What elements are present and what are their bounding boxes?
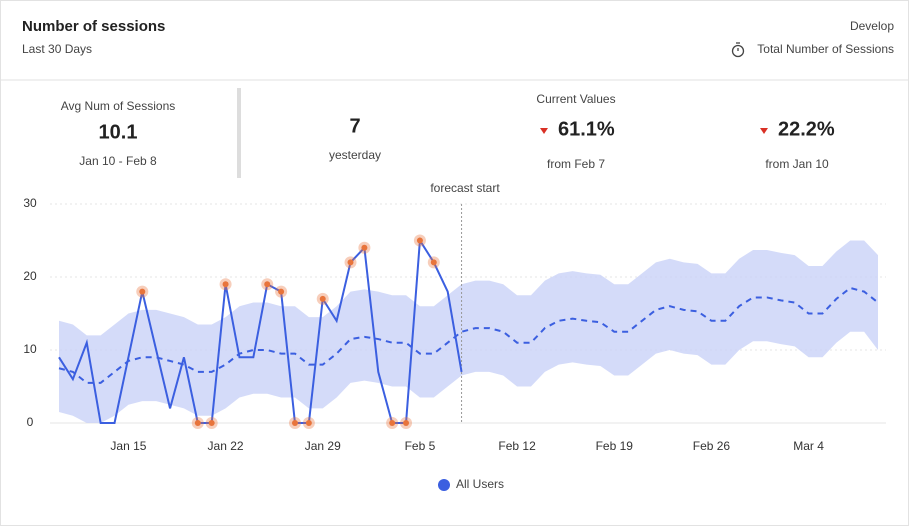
separator: [237, 88, 241, 178]
anomaly-point: [291, 420, 298, 426]
x-tick-label: Feb 5: [405, 439, 436, 453]
y-tick-label: 20: [23, 269, 37, 283]
x-tick-label: Feb 26: [693, 439, 731, 453]
stat-range: Jan 10 - Feb 8: [79, 154, 157, 168]
y-tick-label: 0: [27, 415, 34, 429]
down-arrow: [540, 128, 548, 134]
legend-swatch: [438, 479, 450, 491]
x-tick-label: Jan 15: [110, 439, 146, 453]
anomaly-point: [416, 237, 423, 244]
stat-label: from Feb 7: [547, 157, 605, 171]
legend-label[interactable]: All Users: [456, 477, 504, 491]
anomaly-point: [222, 281, 229, 288]
forecast-line: [58, 286, 879, 384]
title: Number of sessions: [22, 18, 165, 35]
anomaly-point: [305, 420, 312, 426]
stat-value: 22.2%: [778, 118, 835, 140]
x-tick-label: Feb 12: [498, 439, 536, 453]
anomaly-point: [194, 420, 201, 426]
x-tick-label: Feb 19: [596, 439, 634, 453]
forecast-band: [59, 240, 878, 423]
annotation: forecast start: [430, 181, 500, 195]
x-tick-label: Jan 22: [208, 439, 244, 453]
subtitle: Last 30 Days: [22, 42, 92, 56]
anomaly-point: [347, 259, 354, 266]
anomaly-point: [403, 420, 410, 426]
plot: 0 10 20 30 Jan 15 Jan 22 Jan 29 Feb 5 Feb 12 Feb …: [23, 196, 886, 453]
anomaly-point: [319, 295, 326, 302]
stat-value: 10.1: [99, 121, 138, 143]
stat-label: from Jan 10: [765, 157, 829, 171]
stopwatch-icon: [731, 42, 745, 58]
anomaly-point: [139, 288, 146, 295]
anomaly-point: [389, 420, 396, 426]
stat-label: yesterday: [329, 148, 381, 162]
y-tick-label: 10: [23, 342, 37, 356]
y-tick-label: 30: [23, 196, 37, 210]
metric[interactable]: Total Number of Sessions: [757, 42, 894, 56]
anomaly-point: [264, 281, 271, 288]
anomaly-point: [278, 288, 285, 295]
anomaly-point: [361, 244, 368, 251]
stat-label: Current Values: [536, 92, 615, 106]
stat-value: 7: [349, 115, 360, 137]
anomaly-point: [208, 420, 215, 426]
down-arrow: [760, 128, 768, 134]
project[interactable]: Develop: [850, 19, 894, 33]
stat-label: Avg Num of Sessions: [61, 99, 176, 113]
anomaly-point: [430, 259, 437, 266]
x-tick-label: Jan 29: [305, 439, 341, 453]
x-tick-label: Mar 4: [793, 439, 824, 453]
stat-value: 61.1%: [558, 118, 615, 140]
